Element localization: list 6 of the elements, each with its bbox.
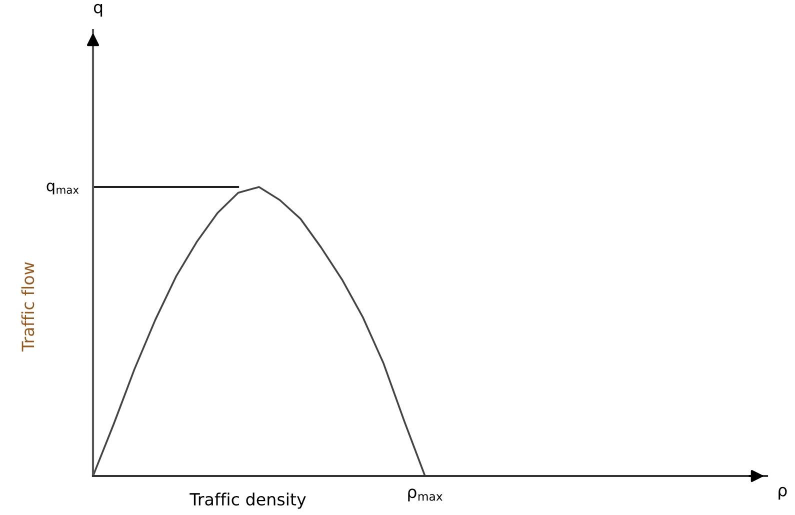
text: ρ	[778, 486, 787, 500]
x-axis-title: Traffic density	[190, 492, 306, 509]
text: ρ$_{max}$	[408, 488, 442, 502]
text: q	[94, 4, 102, 17]
y-axis-title: Traffic flow	[21, 262, 34, 352]
ref-line-label: q$_{max}$	[46, 182, 79, 194]
